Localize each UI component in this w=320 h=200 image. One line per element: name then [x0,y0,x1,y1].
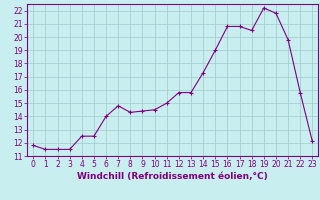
X-axis label: Windchill (Refroidissement éolien,°C): Windchill (Refroidissement éolien,°C) [77,172,268,181]
